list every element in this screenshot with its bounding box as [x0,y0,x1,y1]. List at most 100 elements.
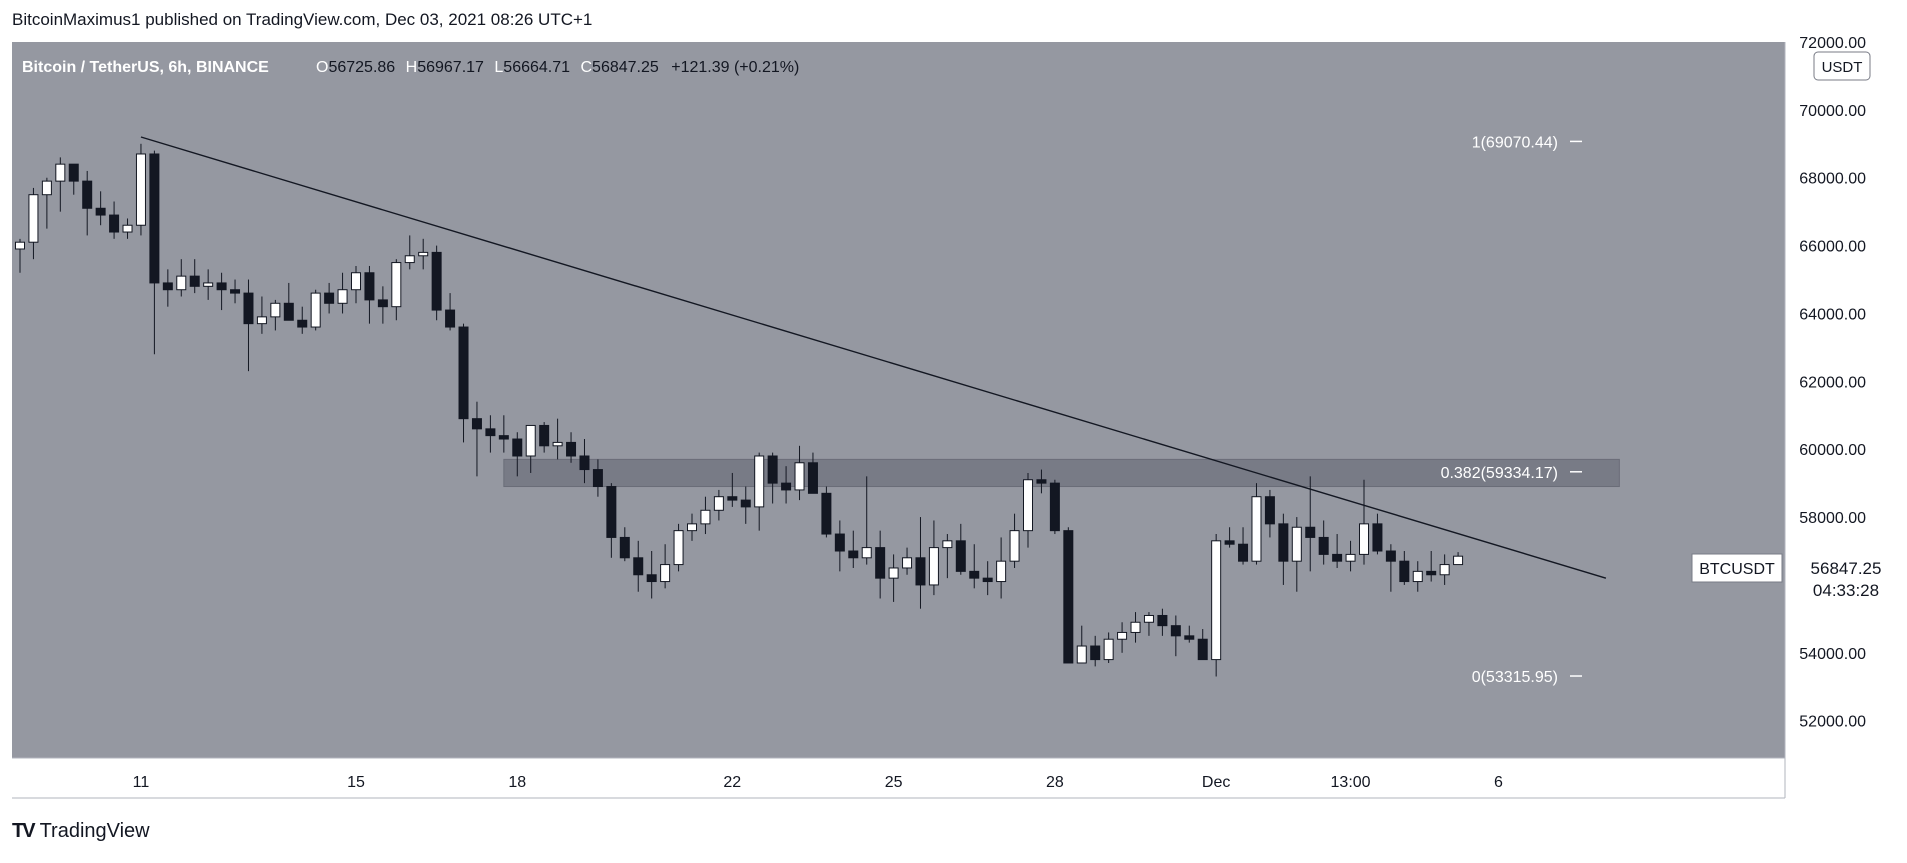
price-tag: BTCUSDT 56847.25 04:33:28 [1691,553,1907,604]
candle [525,424,536,473]
candle-body [794,462,805,491]
candle [230,279,241,304]
candle-body [1305,526,1316,538]
candle [1251,483,1262,565]
candle [1076,625,1087,664]
candle [109,201,120,239]
candle-body [969,570,980,579]
candle-body [740,499,751,508]
candle-body [875,547,886,579]
candle-body [512,438,523,457]
candle-body [1278,523,1289,562]
candle [1117,622,1128,653]
candle [969,544,980,589]
price-tick-label: 68000.00 [1799,171,1866,188]
candle-body [606,486,617,538]
candle [324,282,335,314]
candle [176,259,187,297]
candle-body [579,455,590,471]
candle [552,418,563,460]
candle [135,143,146,236]
price-tick-label: 58000.00 [1799,510,1866,527]
price-axis-background [1786,42,1907,758]
time-tick-label: 28 [1046,774,1064,791]
candle [283,282,294,321]
candle [1130,612,1141,643]
currency-badge-box[interactable] [1813,51,1871,81]
candle [1063,527,1074,664]
candle [1385,544,1396,592]
price-tick-label: 60000.00 [1799,442,1866,459]
change-value: +121.39 (+0.21%) [671,59,799,76]
candle-body [888,567,899,579]
candle [1184,625,1195,643]
last-price-box [1786,554,1907,604]
candle-body [15,241,25,250]
close-label: C [580,59,592,76]
candle-body [149,153,160,284]
candle [55,157,66,212]
candle-body [270,302,281,318]
candle [794,445,805,501]
publisher-info: BitcoinMaximus1 published on TradingView… [12,10,593,29]
candle-body [646,574,657,583]
time-tick-label: 18 [508,774,526,791]
candle-body [928,547,939,586]
currency-badge[interactable]: USDT [1822,59,1863,76]
candle-body [1385,550,1396,562]
candle-body [1157,614,1168,627]
time-tick-label: 13:00 [1331,774,1371,791]
candle [982,561,993,596]
fib-level-label: 1(69070.44) [1472,134,1558,151]
candle [781,466,792,504]
symbol-title: Bitcoin / TetherUS, 6h, BINANCE [22,59,269,76]
candle-body [902,557,913,569]
candle [310,289,321,331]
candle [189,259,200,294]
candle [821,486,832,538]
candle-body [1359,523,1369,555]
candle-body [539,424,550,447]
candle [1345,540,1356,572]
candles-layer [15,143,1464,677]
close-value: 56847.25 [592,59,659,76]
candle-body [28,194,39,243]
candle [1157,608,1168,636]
candle [1049,479,1060,535]
candle-body [687,523,697,532]
candle-body [82,180,93,209]
open-value: 56725.86 [328,59,395,76]
candle [1453,552,1464,566]
candle-body [243,292,254,325]
candle-body [324,292,335,304]
candle-body [1238,543,1249,562]
candle [1426,551,1437,582]
candle [566,432,577,463]
candle-body [713,496,724,511]
candle [28,187,39,260]
candle-body [861,547,872,559]
brand-footer[interactable]: TV TradingView [12,820,150,843]
candle-body [1143,614,1154,623]
candle-body [566,441,577,457]
candle-body [1345,553,1356,562]
candle [445,293,456,331]
candle [942,534,953,579]
candle [256,296,267,334]
candle-body [1117,631,1128,640]
candle-body [633,557,644,576]
price-tick-label: 70000.00 [1799,103,1866,120]
candle [1305,476,1316,572]
candle [377,286,388,324]
time-tick-label: Dec [1202,774,1230,791]
candle-body [418,251,429,257]
price-tick-label: 52000.00 [1799,714,1866,731]
candle [646,551,657,599]
candle-body [1318,536,1329,555]
candle-body [754,455,765,508]
candle [848,530,859,568]
candle-body [283,302,294,321]
time-tick-label: 11 [133,774,150,791]
